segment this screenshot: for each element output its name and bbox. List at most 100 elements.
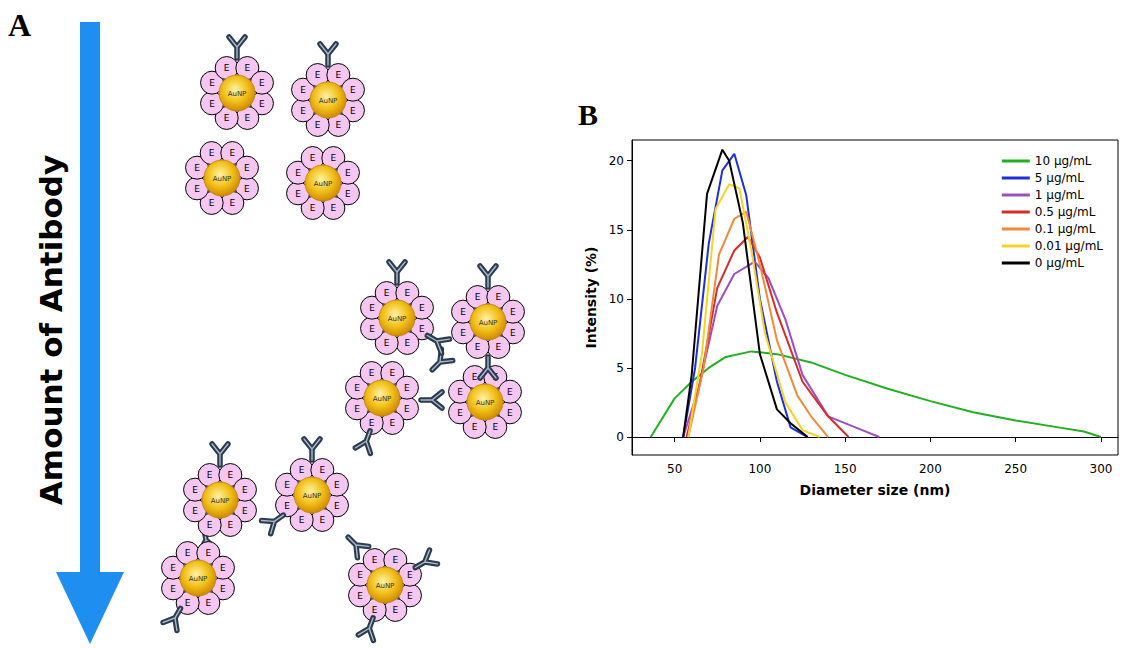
svg-text:E: E — [315, 70, 321, 80]
svg-text:E: E — [475, 292, 481, 302]
svg-text:E: E — [384, 338, 390, 348]
svg-text:300: 300 — [1089, 462, 1112, 476]
svg-text:Amount of Antibody: Amount of Antibody — [33, 155, 69, 505]
svg-text:150: 150 — [834, 462, 857, 476]
svg-text:1 µg/mL: 1 µg/mL — [1035, 188, 1084, 202]
svg-text:E: E — [457, 387, 463, 397]
svg-text:AuNP: AuNP — [373, 395, 392, 403]
svg-text:E: E — [407, 591, 413, 601]
svg-text:AuNP: AuNP — [388, 315, 407, 323]
svg-text:E: E — [357, 570, 363, 580]
svg-text:0.1 µg/mL: 0.1 µg/mL — [1035, 222, 1096, 236]
svg-text:E: E — [330, 153, 336, 163]
svg-text:E: E — [244, 63, 250, 73]
svg-text:A: A — [8, 7, 31, 43]
svg-text:E: E — [300, 106, 306, 116]
svg-text:E: E — [510, 328, 516, 338]
svg-text:E: E — [244, 113, 250, 123]
svg-text:E: E — [192, 506, 198, 516]
svg-text:200: 200 — [919, 462, 942, 476]
svg-text:E: E — [185, 598, 191, 608]
svg-text:10: 10 — [609, 292, 624, 306]
svg-text:0.01 µg/mL: 0.01 µg/mL — [1035, 239, 1104, 253]
svg-text:E: E — [354, 383, 360, 393]
svg-text:E: E — [244, 163, 250, 173]
svg-text:E: E — [319, 515, 325, 525]
svg-text:E: E — [369, 303, 375, 313]
svg-text:E: E — [299, 465, 305, 475]
svg-text:AuNP: AuNP — [303, 492, 322, 500]
svg-text:E: E — [220, 584, 226, 594]
svg-text:E: E — [207, 470, 213, 480]
svg-text:E: E — [299, 515, 305, 525]
svg-text:E: E — [404, 383, 410, 393]
svg-text:E: E — [310, 153, 316, 163]
svg-text:E: E — [507, 387, 513, 397]
svg-text:5 µg/mL: 5 µg/mL — [1035, 171, 1084, 185]
svg-text:E: E — [284, 501, 290, 511]
svg-text:E: E — [185, 548, 191, 558]
svg-text:AuNP: AuNP — [376, 582, 395, 590]
svg-text:E: E — [300, 85, 306, 95]
svg-text:E: E — [295, 189, 301, 199]
svg-text:E: E — [389, 418, 395, 428]
svg-text:E: E — [259, 78, 265, 88]
svg-text:E: E — [209, 148, 215, 158]
svg-text:AuNP: AuNP — [228, 90, 247, 98]
svg-text:0: 0 — [616, 430, 624, 444]
svg-text:Intensity (%): Intensity (%) — [583, 247, 599, 349]
svg-text:E: E — [209, 78, 215, 88]
svg-text:E: E — [495, 342, 501, 352]
svg-text:E: E — [350, 106, 356, 116]
svg-text:50: 50 — [667, 462, 682, 476]
svg-text:E: E — [284, 480, 290, 490]
svg-text:E: E — [389, 368, 395, 378]
svg-text:E: E — [372, 605, 378, 615]
svg-text:E: E — [209, 99, 215, 109]
svg-text:E: E — [229, 148, 235, 158]
svg-text:E: E — [170, 563, 176, 573]
svg-text:E: E — [419, 324, 425, 334]
svg-text:E: E — [334, 501, 340, 511]
svg-text:E: E — [330, 203, 336, 213]
svg-text:250: 250 — [1004, 462, 1027, 476]
svg-text:E: E — [209, 198, 215, 208]
svg-text:E: E — [194, 184, 200, 194]
svg-text:E: E — [392, 605, 398, 615]
svg-text:E: E — [224, 113, 230, 123]
svg-text:E: E — [350, 85, 356, 95]
svg-text:E: E — [407, 570, 413, 580]
svg-text:10 µg/mL: 10 µg/mL — [1035, 154, 1092, 168]
svg-text:E: E — [404, 338, 410, 348]
svg-text:E: E — [335, 120, 341, 130]
svg-text:100: 100 — [748, 462, 771, 476]
svg-text:E: E — [392, 555, 398, 565]
svg-text:0 µg/mL: 0 µg/mL — [1035, 256, 1084, 270]
svg-text:AuNP: AuNP — [213, 175, 232, 183]
svg-text:0.5 µg/mL: 0.5 µg/mL — [1035, 205, 1096, 219]
svg-text:E: E — [224, 63, 230, 73]
svg-text:E: E — [295, 168, 301, 178]
svg-text:E: E — [472, 372, 478, 382]
svg-text:E: E — [244, 184, 250, 194]
svg-text:AuNP: AuNP — [189, 575, 208, 583]
svg-text:15: 15 — [609, 223, 624, 237]
svg-text:E: E — [404, 404, 410, 414]
svg-text:E: E — [194, 163, 200, 173]
svg-text:AuNP: AuNP — [211, 497, 230, 505]
svg-text:E: E — [507, 408, 513, 418]
svg-text:E: E — [510, 307, 516, 317]
svg-text:E: E — [354, 404, 360, 414]
svg-text:AuNP: AuNP — [476, 399, 495, 407]
svg-text:E: E — [205, 598, 211, 608]
svg-text:E: E — [457, 408, 463, 418]
svg-text:E: E — [495, 292, 501, 302]
svg-text:20: 20 — [609, 154, 624, 168]
svg-text:E: E — [170, 584, 176, 594]
svg-text:E: E — [207, 520, 213, 530]
svg-text:E: E — [334, 480, 340, 490]
svg-text:E: E — [369, 324, 375, 334]
svg-text:E: E — [345, 189, 351, 199]
svg-text:E: E — [357, 591, 363, 601]
svg-text:Diameter size (nm): Diameter size (nm) — [800, 482, 951, 498]
